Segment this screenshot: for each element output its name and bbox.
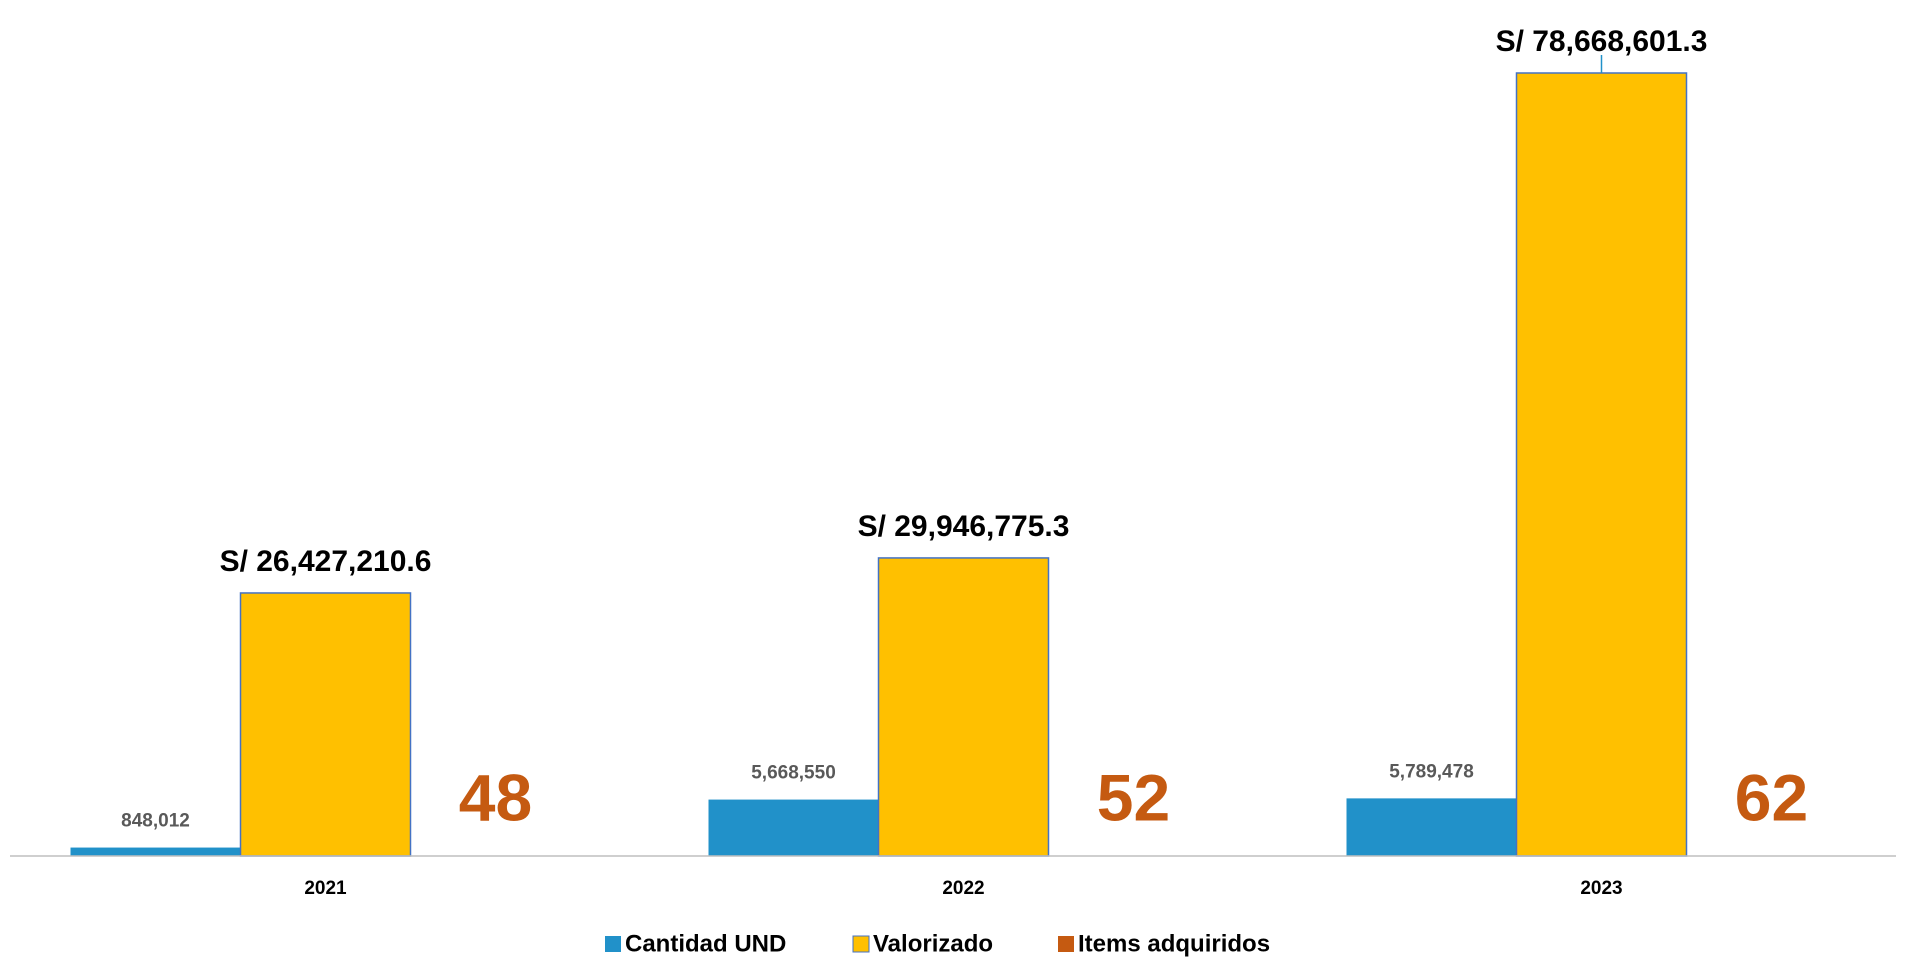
legend-swatch (605, 936, 621, 952)
data-label: 52 (1097, 760, 1170, 834)
data-label: 5,668,550 (751, 763, 836, 784)
legend-label: Items adquiridos (1078, 930, 1270, 957)
bar (1515, 72, 1688, 857)
bar (708, 799, 879, 856)
legend-label: Cantidad UND (625, 930, 786, 957)
x-tick-label: 2021 (304, 878, 347, 899)
legend-swatch (852, 935, 870, 953)
data-label: 48 (459, 760, 532, 834)
x-tick-label: 2022 (942, 878, 984, 899)
data-label: 848,012 (121, 811, 190, 832)
data-label: 62 (1735, 760, 1808, 834)
legend-label: Valorizado (873, 930, 993, 957)
bar (70, 847, 241, 856)
bar (1346, 798, 1517, 856)
bar (239, 592, 412, 857)
data-label: 5,789,478 (1389, 761, 1474, 782)
legend-swatch (1058, 936, 1074, 952)
bar (877, 557, 1050, 857)
data-label: S/ 78,668,601.3 (1496, 25, 1708, 58)
data-label: S/ 29,946,775.3 (858, 510, 1070, 543)
x-tick-label: 2023 (1580, 878, 1622, 899)
data-label: S/ 26,427,210.6 (220, 545, 432, 578)
